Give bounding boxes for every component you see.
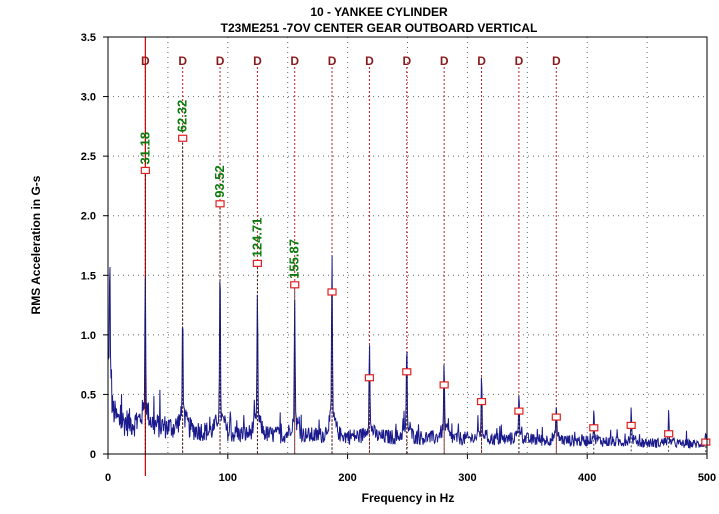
x-tick-label: 300 [458,472,476,484]
spectrum-line [107,255,708,449]
peak-label: 124.71 [249,218,264,258]
harmonic-d-label: D [515,54,524,68]
peak-marker [589,424,599,432]
harmonic-d-label: D [178,54,187,68]
peak-marker [215,200,225,208]
peak-marker [701,438,711,446]
peak-marker [664,430,674,438]
x-tick-label: 500 [698,472,716,484]
harmonic-d-label: D [290,54,299,68]
y-tick-label: 1.0 [81,330,96,342]
peak-marker [476,397,487,406]
peak-marker [551,413,561,421]
peak-marker [252,259,263,267]
harmonic-d-label: D [440,54,449,68]
peak-marker [514,407,524,415]
harmonic-d-label: D [216,54,225,68]
peak-marker [327,288,337,296]
peak-markers: 31.18 62.32 93.52 124.71 155.87 [137,100,711,454]
peak-label: 155.87 [287,239,302,279]
plot-frame [107,36,708,455]
y-tick-label: 0 [90,449,96,461]
peak-label: 93.52 [212,165,227,198]
y-tick-label: 2.0 [81,211,96,223]
x-tick-label: 0 [105,472,111,484]
peak-marker [364,374,375,382]
peak-marker [626,421,636,430]
harmonic-d-label: D [402,54,411,68]
peak-marker [290,281,300,289]
harmonic-d-label: D [552,54,561,68]
y-tick-label: 0.5 [81,389,96,401]
spectrum-series [107,255,708,449]
axes: 0 100 200 300 400 500 0 0.5 1.0 1.5 2.0 2.5 3.0 3.5 [81,32,716,484]
x-tick-label: 200 [338,472,356,484]
harmonic-d-label: D [477,54,486,68]
peak-marker [140,166,150,175]
peak-marker [439,381,449,389]
y-axis-label: RMS Acceleration in G-s [29,175,43,314]
harmonic-d-label: D [365,54,374,68]
y-tick-label: 3.5 [81,32,96,44]
x-tick-label: 100 [219,472,237,484]
x-tick-label: 400 [578,472,596,484]
peak-marker [402,368,412,376]
harmonic-d-label: D [253,54,262,68]
x-axis-label: Frequency in Hz [362,491,455,505]
y-tick-label: 2.5 [81,151,96,163]
harmonic-lines: DDDDDDDDDDDD [141,37,561,476]
chart-subtitle: T23ME251 -7OV CENTER GEAR OUTBOARD VERTI… [221,21,538,35]
peak-label: 31.18 [137,132,152,165]
peak-label: 62.32 [175,100,190,133]
chart-title: 10 - YANKEE CYLINDER [310,5,448,19]
y-tick-label: 3.0 [81,92,96,104]
y-tick-label: 1.5 [81,270,96,282]
harmonic-d-label: D [328,54,337,68]
peak-marker [178,134,188,142]
